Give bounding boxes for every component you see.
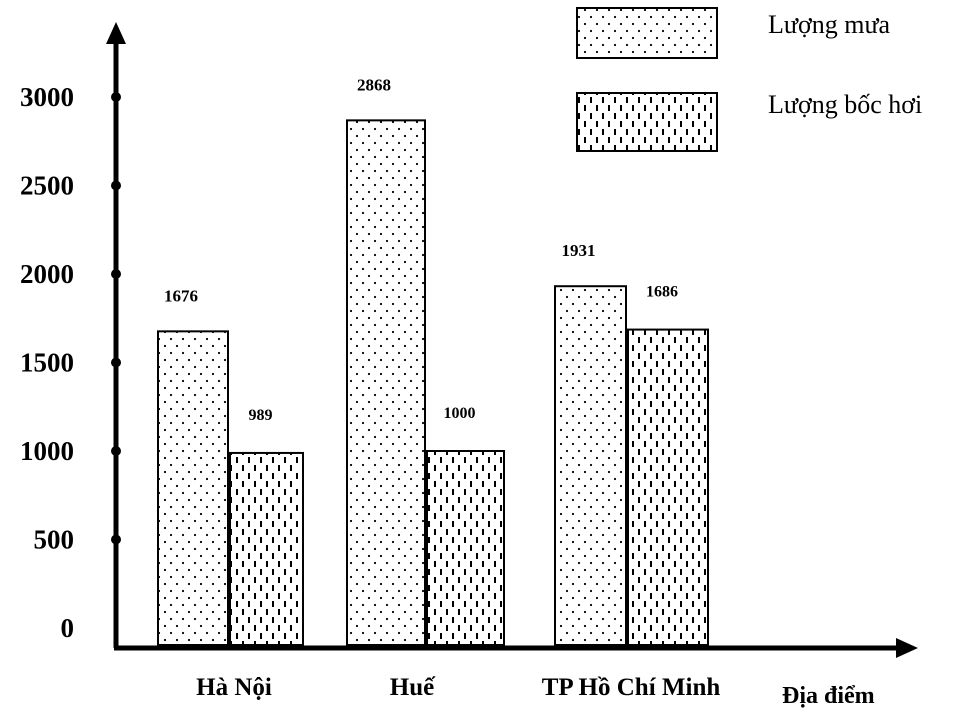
x-tick-label: Huế <box>390 674 436 701</box>
bar-evaporation <box>426 450 505 646</box>
y-tick-label: 1000 <box>20 436 74 466</box>
legend-label-evaporation: Lượng bốc hơi <box>768 90 922 119</box>
bar-rain <box>346 119 426 646</box>
value-labels: 1676 989 2868 1000 1931 1686 <box>164 75 678 424</box>
y-tick-mark <box>111 180 121 191</box>
x-tick-label: TP Hồ Chí Minh <box>542 674 721 701</box>
bar-value-label: 989 <box>249 407 273 424</box>
y-tick-label: 2000 <box>20 259 74 289</box>
legend-swatch-rain <box>576 7 718 59</box>
bar-value-label: 1676 <box>164 286 198 305</box>
y-tick-label: 500 <box>34 525 75 555</box>
bar-rain <box>157 330 229 646</box>
y-tick-mark <box>111 269 121 279</box>
x-tick-label: Hà Nội <box>196 674 272 701</box>
x-axis-arrow <box>896 638 918 658</box>
y-tick-mark <box>111 92 121 102</box>
y-tick-label: 1500 <box>20 348 74 378</box>
bars <box>157 119 709 646</box>
x-labels: Hà Nội Huế TP Hồ Chí Minh <box>196 674 720 701</box>
bar-value-label: 2868 <box>357 75 391 94</box>
bar-value-label: 1931 <box>562 241 596 260</box>
bar-value-label: 1000 <box>444 405 476 422</box>
bar-rain <box>554 285 627 646</box>
y-tick-mark <box>111 534 121 545</box>
bar-evaporation <box>627 328 709 646</box>
legend-swatch-evaporation <box>576 92 718 152</box>
y-tick-mark <box>111 357 121 368</box>
y-tick-label: 3000 <box>20 82 74 112</box>
bar-value-label: 1686 <box>646 284 678 301</box>
y-axis-arrow <box>106 22 126 44</box>
legend: Lượng mưa Lượng bốc hơi <box>576 7 922 152</box>
legend-label-rain: Lượng mưa <box>768 10 891 39</box>
axes <box>106 22 918 658</box>
y-ticks: 0 500 1000 1500 2000 2500 3000 <box>20 82 121 643</box>
y-tick-mark <box>111 446 121 456</box>
y-tick-label: 0 <box>61 613 75 643</box>
bar-evaporation <box>229 451 304 646</box>
x-axis-label: Địa điểm <box>782 683 875 708</box>
y-tick-label: 2500 <box>20 171 74 201</box>
